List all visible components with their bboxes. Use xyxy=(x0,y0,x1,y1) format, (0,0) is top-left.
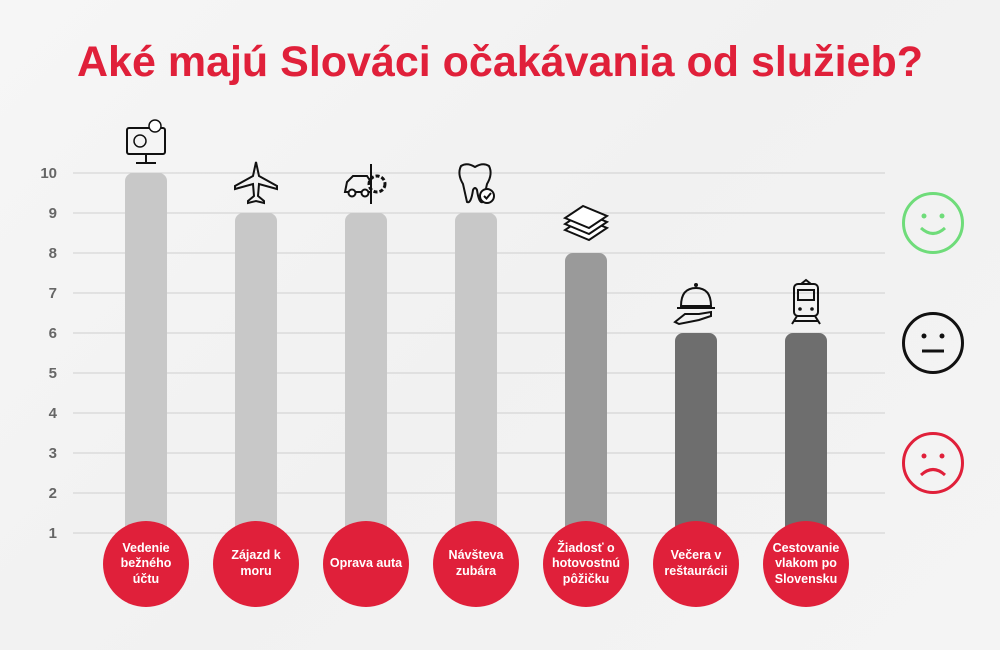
y-tick-label: 3 xyxy=(49,445,57,462)
y-tick-label: 5 xyxy=(49,365,57,382)
chart-title: Aké majú Slováci očakávania od služieb? xyxy=(77,38,923,86)
bar xyxy=(345,213,387,540)
neutral-face-icon xyxy=(902,312,964,374)
bar xyxy=(785,333,827,540)
category-label: Žiadosť o hotovostnú pôžičku xyxy=(543,521,629,607)
bar xyxy=(565,253,607,540)
y-tick-label: 9 xyxy=(49,205,57,222)
y-tick-label: 6 xyxy=(49,325,57,342)
bar xyxy=(125,173,167,540)
bar xyxy=(455,213,497,540)
happy-face-icon xyxy=(902,192,964,254)
car-gear-icon xyxy=(341,158,391,208)
y-tick-label: 10 xyxy=(40,165,57,182)
bar xyxy=(235,213,277,540)
tooth-check-icon xyxy=(451,158,501,208)
money-stack-icon xyxy=(561,198,611,248)
category-label: Návšteva zubára xyxy=(433,521,519,607)
y-tick-label: 7 xyxy=(49,285,57,302)
category-label: Cestovanie vlakom po Slovensku xyxy=(763,521,849,607)
category-label: Večera v reštaurácii xyxy=(653,521,739,607)
y-tick-label: 2 xyxy=(49,485,57,502)
food-cloche-icon xyxy=(671,278,721,328)
airplane-icon xyxy=(231,158,281,208)
bar xyxy=(675,333,717,540)
y-tick-label: 1 xyxy=(49,525,57,542)
train-icon xyxy=(781,278,831,328)
category-label: Vedenie bežného účtu xyxy=(103,521,189,607)
computer-money-icon xyxy=(121,118,171,168)
sad-face-icon xyxy=(902,432,964,494)
category-label: Zájazd k moru xyxy=(213,521,299,607)
category-label: Oprava auta xyxy=(323,521,409,607)
y-tick-label: 8 xyxy=(49,245,57,262)
y-tick-label: 4 xyxy=(49,405,58,422)
